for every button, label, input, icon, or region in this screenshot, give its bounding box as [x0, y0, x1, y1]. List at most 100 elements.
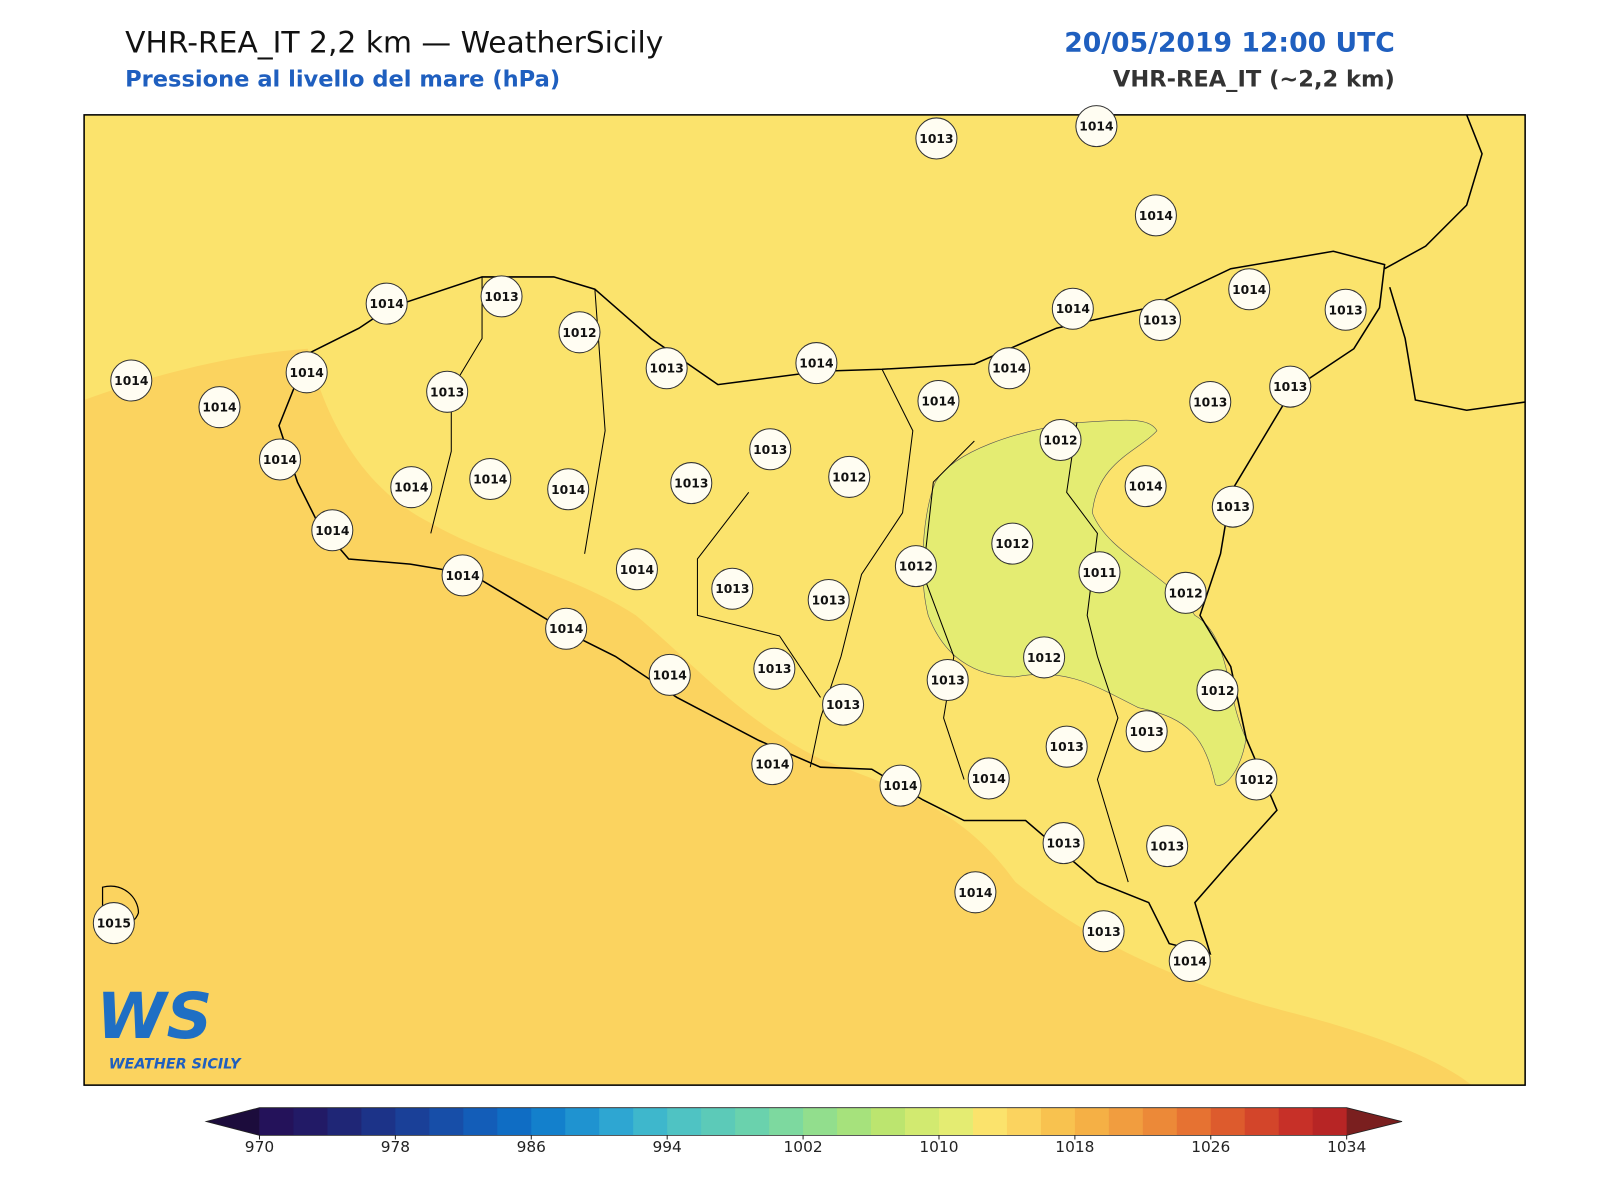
station-marker	[311, 509, 354, 552]
station-value: 1012	[1239, 773, 1273, 787]
station-marker	[753, 647, 796, 690]
station-marker	[807, 578, 850, 622]
station-marker	[1324, 288, 1367, 331]
colorbar-bin	[531, 1107, 566, 1136]
station-value: 1014	[1129, 480, 1163, 494]
colorbar-over	[1346, 1107, 1403, 1136]
colorbar-bin	[633, 1107, 668, 1136]
colorbar-bin	[1108, 1107, 1144, 1136]
station-value: 1012	[1027, 651, 1061, 665]
station-value: 1013	[650, 362, 684, 376]
colorbar-bin	[871, 1107, 906, 1136]
station-value: 1014	[473, 473, 507, 487]
station-marker	[1211, 485, 1254, 528]
colorbar-bin	[938, 1107, 974, 1136]
station-value: 1014	[263, 453, 297, 467]
station-value: 1014	[551, 483, 585, 497]
colorbar-bin	[1176, 1107, 1212, 1136]
station-value: 1014	[921, 395, 955, 409]
colorbar-bin	[361, 1107, 396, 1136]
station-marker	[894, 545, 937, 588]
station-value: 1013	[753, 443, 787, 457]
station-marker	[1124, 465, 1167, 508]
station-marker	[967, 757, 1010, 800]
colorbar-bin	[701, 1107, 736, 1136]
colorbar-tick-label: 1018	[1055, 1138, 1094, 1156]
station-value: 1013	[1130, 725, 1164, 739]
station-marker	[1164, 571, 1207, 614]
station-marker	[1051, 287, 1094, 330]
station-value: 1014	[958, 886, 992, 900]
colorbar-bin	[1142, 1107, 1178, 1136]
map-frame	[83, 114, 1526, 1086]
field-low	[922, 419, 1247, 786]
station-marker	[480, 275, 523, 318]
colorbar-under	[206, 1107, 260, 1136]
colorbar-tick-label: 970	[245, 1138, 274, 1156]
station-value: 1013	[1143, 314, 1177, 328]
station-value: 1014	[394, 481, 428, 495]
station-marker	[828, 455, 871, 498]
colorbar-bin	[769, 1107, 804, 1136]
colorbar-tick-label: 978	[381, 1138, 410, 1156]
colorbar-bin	[395, 1107, 430, 1136]
station-value: 1013	[1150, 840, 1184, 854]
station-marker	[1235, 758, 1278, 801]
colorbar-bin	[259, 1107, 294, 1136]
station-value: 1013	[1273, 380, 1307, 394]
station-value: 1013	[931, 674, 965, 688]
station-marker	[991, 522, 1034, 565]
colorbar-bin	[1278, 1107, 1314, 1136]
station-value: 1014	[1232, 283, 1266, 297]
station-marker	[258, 438, 302, 481]
colorbar-bin	[327, 1107, 362, 1136]
station-value: 1011	[1082, 566, 1116, 580]
station-marker	[822, 683, 865, 726]
station-value: 1014	[114, 374, 148, 388]
model: VHR-REA_IT (~2,2 km)	[1113, 67, 1395, 93]
station-value: 1014	[202, 401, 236, 415]
station-marker	[545, 607, 588, 650]
colorbar-bin	[972, 1107, 1008, 1136]
station-value: 1012	[899, 560, 933, 574]
station-value: 1014	[620, 563, 654, 577]
colorbar-bin	[599, 1107, 634, 1136]
station-marker	[547, 468, 590, 511]
colorbar-bin	[463, 1107, 498, 1136]
station-marker	[1196, 669, 1239, 712]
station-value: 1014	[315, 524, 349, 538]
station-value: 1014	[370, 297, 404, 311]
colorbar-bin	[837, 1107, 872, 1136]
station-marker	[1082, 910, 1125, 953]
station-value: 1013	[1046, 837, 1080, 851]
station-value: 1013	[1050, 740, 1084, 754]
station-value: 1013	[757, 662, 791, 676]
station-marker	[110, 359, 153, 402]
station-marker	[645, 347, 688, 390]
station-marker	[1189, 381, 1232, 424]
subtitle: Pressione al livello del mare (hPa)	[125, 67, 560, 93]
station-marker	[915, 117, 958, 160]
station-value: 1013	[919, 132, 953, 146]
station-value: 1014	[445, 569, 479, 583]
station-value: 1012	[562, 326, 596, 340]
station-value: 1014	[653, 668, 687, 682]
station-value: 1014	[755, 758, 789, 772]
station-marker	[558, 311, 601, 354]
stations: 1013 1014 1014 1014 1013 1012 1013 1014 1014 1013…	[92, 105, 1367, 983]
station-marker	[1125, 710, 1168, 753]
logo: WS WEATHER SICILY	[96, 979, 242, 1073]
colorbar-bin	[497, 1107, 532, 1136]
station-marker	[1138, 298, 1182, 342]
station-value: 1014	[972, 772, 1006, 786]
station-value: 1013	[430, 385, 464, 399]
station-marker	[441, 554, 484, 597]
colorbar-bin	[565, 1107, 600, 1136]
station-marker	[1023, 636, 1066, 679]
station-value: 1014	[1079, 120, 1113, 134]
colorbar-tick-label: 1034	[1327, 1138, 1366, 1156]
colorbar-bin	[1074, 1107, 1110, 1136]
station-marker	[1075, 105, 1118, 148]
station-value: 1014	[290, 366, 324, 380]
